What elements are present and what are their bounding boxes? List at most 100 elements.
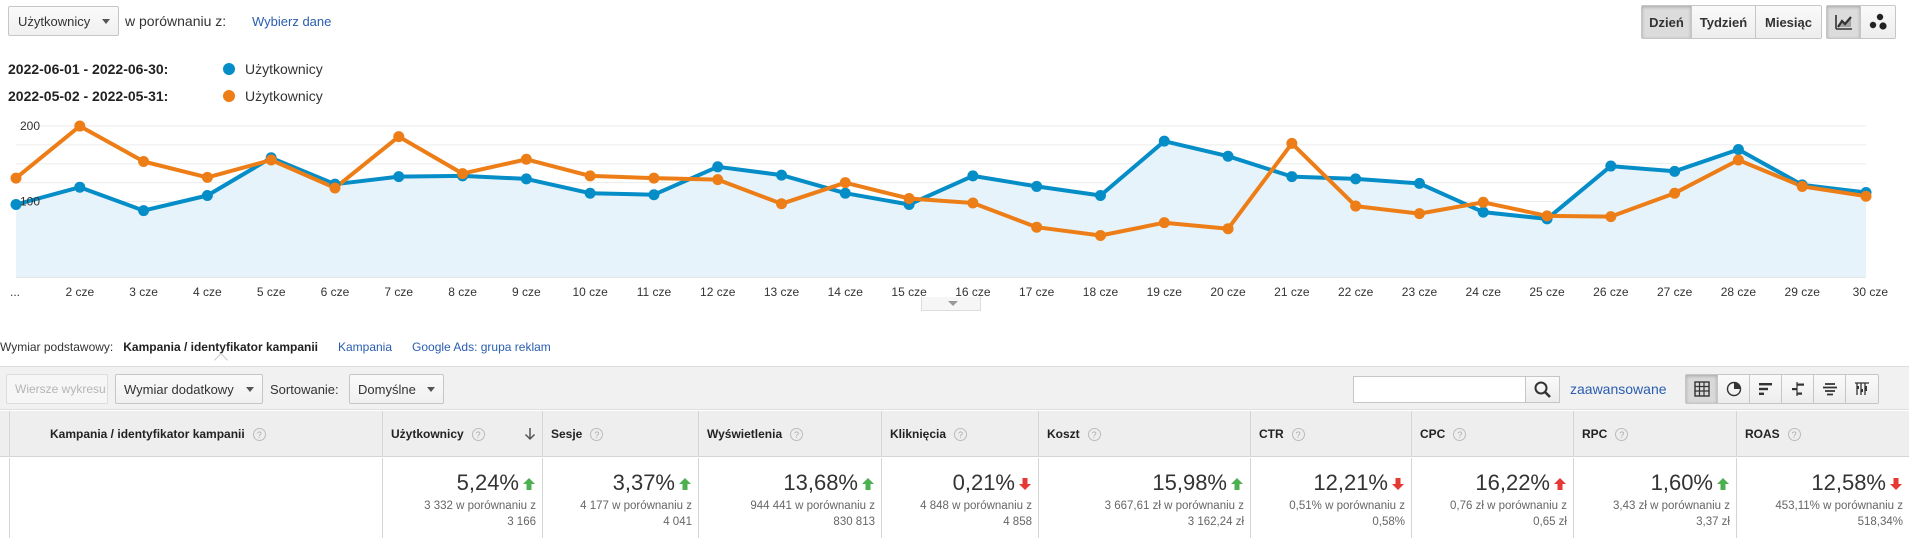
help-icon[interactable]: ? bbox=[1087, 427, 1101, 441]
data-point[interactable] bbox=[1094, 229, 1106, 241]
data-point[interactable] bbox=[1732, 143, 1744, 155]
column-header-0[interactable]: Użytkownicy? bbox=[382, 411, 542, 457]
motion-chart-icon[interactable] bbox=[1861, 6, 1895, 38]
help-icon[interactable]: ? bbox=[590, 427, 604, 441]
metric-select[interactable]: Użytkownicy bbox=[8, 6, 119, 36]
data-point[interactable] bbox=[1669, 165, 1681, 177]
comparison-view-icon[interactable] bbox=[1782, 375, 1814, 403]
data-point[interactable] bbox=[903, 193, 915, 205]
help-icon[interactable]: ? bbox=[954, 427, 968, 441]
help-icon[interactable]: ? bbox=[1453, 427, 1467, 441]
sort-select[interactable]: Domyślne bbox=[349, 374, 444, 404]
data-point[interactable] bbox=[1796, 180, 1808, 192]
help-icon[interactable]: ? bbox=[1615, 427, 1629, 441]
column-header-2[interactable]: Wyświetlenia? bbox=[698, 411, 881, 457]
granularity-month-button[interactable]: Miesiąc bbox=[1756, 6, 1821, 38]
performance-view-icon[interactable] bbox=[1750, 375, 1782, 403]
plot-rows-button[interactable]: Wiersze wykresu bbox=[6, 374, 108, 404]
data-point[interactable] bbox=[74, 120, 86, 132]
column-header-5[interactable]: CTR? bbox=[1250, 411, 1411, 457]
data-point[interactable] bbox=[10, 172, 22, 184]
data-point[interactable] bbox=[1541, 210, 1553, 222]
pie-view-icon[interactable] bbox=[1718, 375, 1750, 403]
data-point[interactable] bbox=[1158, 217, 1170, 229]
help-icon[interactable]: ? bbox=[1291, 427, 1305, 441]
granularity-week-button[interactable]: Tydzień bbox=[1692, 6, 1756, 38]
data-point[interactable] bbox=[457, 168, 469, 180]
data-point[interactable] bbox=[329, 182, 341, 194]
data-point[interactable] bbox=[1031, 221, 1043, 233]
select-compare-metric-link[interactable]: Wybierz dane bbox=[252, 14, 332, 29]
column-header-7[interactable]: RPC? bbox=[1573, 411, 1736, 457]
data-point[interactable] bbox=[201, 189, 213, 201]
data-point[interactable] bbox=[584, 187, 596, 199]
data-point[interactable] bbox=[1158, 135, 1170, 147]
data-point[interactable] bbox=[967, 170, 979, 182]
data-point[interactable] bbox=[1477, 196, 1489, 208]
data-point[interactable] bbox=[712, 174, 724, 186]
data-point[interactable] bbox=[138, 156, 150, 168]
table-view-icon[interactable] bbox=[1686, 375, 1718, 403]
data-point[interactable] bbox=[1350, 200, 1362, 212]
granularity-day-button[interactable]: Dzień bbox=[1642, 6, 1692, 38]
column-header-4[interactable]: Koszt? bbox=[1038, 411, 1250, 457]
term-cloud-view-icon[interactable] bbox=[1814, 375, 1846, 403]
data-point[interactable] bbox=[584, 170, 596, 182]
data-point[interactable] bbox=[1286, 171, 1298, 183]
data-point[interactable] bbox=[201, 171, 213, 183]
data-point[interactable] bbox=[393, 171, 405, 183]
data-point[interactable] bbox=[10, 199, 22, 211]
column-header-1[interactable]: Sesje? bbox=[542, 411, 698, 457]
advanced-filter-link[interactable]: zaawansowane bbox=[1570, 381, 1667, 397]
column-header-3[interactable]: Kliknięcia? bbox=[881, 411, 1038, 457]
data-point[interactable] bbox=[839, 187, 851, 199]
data-point[interactable] bbox=[138, 205, 150, 217]
data-point[interactable] bbox=[648, 189, 660, 201]
data-point[interactable] bbox=[1286, 137, 1298, 149]
data-point[interactable] bbox=[1031, 180, 1043, 192]
help-icon[interactable]: ? bbox=[471, 427, 485, 441]
search-button[interactable] bbox=[1526, 376, 1560, 403]
dimension-link-adgroup[interactable]: Google Ads: grupa reklam bbox=[412, 340, 551, 354]
help-icon[interactable]: ? bbox=[790, 427, 804, 441]
dimension-link-campaign[interactable]: Kampania bbox=[337, 340, 393, 354]
data-point[interactable] bbox=[1477, 206, 1489, 218]
x-tick-label: 6 cze bbox=[321, 285, 350, 299]
line-chart-icon[interactable] bbox=[1827, 6, 1861, 38]
help-icon[interactable]: ? bbox=[1787, 427, 1801, 441]
column-header-6[interactable]: CPC? bbox=[1411, 411, 1573, 457]
pivot-view-icon[interactable] bbox=[1846, 375, 1878, 403]
data-point[interactable] bbox=[1222, 150, 1234, 162]
data-point[interactable] bbox=[520, 173, 532, 185]
data-point[interactable] bbox=[1094, 189, 1106, 201]
data-point[interactable] bbox=[712, 161, 724, 173]
secondary-dimension-select[interactable]: Wymiar dodatkowy bbox=[115, 374, 263, 404]
help-icon[interactable]: ? bbox=[252, 427, 266, 441]
x-tick-label: 4 cze bbox=[193, 285, 222, 299]
data-point[interactable] bbox=[1732, 154, 1744, 166]
chart-collapse-handle[interactable] bbox=[921, 297, 981, 311]
data-point[interactable] bbox=[776, 198, 788, 210]
data-point[interactable] bbox=[839, 177, 851, 189]
data-point[interactable] bbox=[1605, 211, 1617, 223]
data-point[interactable] bbox=[393, 131, 405, 143]
data-point[interactable] bbox=[1413, 208, 1425, 220]
data-point[interactable] bbox=[1860, 190, 1872, 202]
column-header-label: CTR bbox=[1259, 427, 1284, 441]
data-point[interactable] bbox=[1669, 187, 1681, 199]
data-point[interactable] bbox=[648, 172, 660, 184]
data-point[interactable] bbox=[1413, 177, 1425, 189]
column-header-campaign[interactable]: Kampania / identyfikator kampanii? bbox=[10, 411, 382, 457]
data-point[interactable] bbox=[520, 153, 532, 165]
data-point[interactable] bbox=[1605, 160, 1617, 172]
data-point[interactable] bbox=[1222, 223, 1234, 235]
data-point[interactable] bbox=[776, 169, 788, 181]
data-point[interactable] bbox=[967, 197, 979, 209]
table-search-input[interactable] bbox=[1353, 376, 1526, 403]
comparison-line1: 944 441 w porównaniu z bbox=[750, 500, 875, 512]
data-point[interactable] bbox=[74, 181, 86, 193]
data-point[interactable] bbox=[1350, 173, 1362, 185]
comparison-line2: 4 041 bbox=[663, 516, 692, 528]
data-point[interactable] bbox=[265, 154, 277, 166]
column-header-8[interactable]: ROAS? bbox=[1736, 411, 1909, 457]
